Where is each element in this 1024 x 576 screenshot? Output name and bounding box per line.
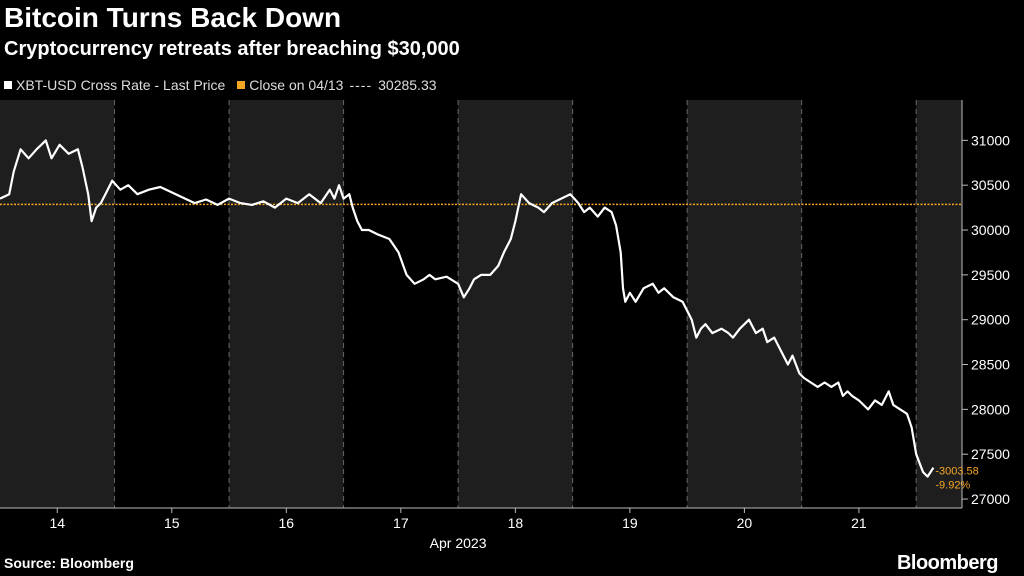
legend-reference-swatch [237, 81, 246, 89]
y-tick-label: 27000 [971, 491, 1010, 507]
x-tick-label: 17 [393, 515, 409, 531]
legend-reference-dashes: ---- [349, 77, 373, 93]
day-band-shade [458, 100, 573, 508]
legend-reference-label: Close on 04/13 [249, 77, 344, 93]
x-tick-label: 19 [622, 515, 638, 531]
chart-title: Bitcoin Turns Back Down [4, 2, 342, 33]
day-band-shade [687, 100, 802, 508]
x-tick-label: 20 [737, 515, 753, 531]
y-tick-label: 28000 [971, 401, 1010, 417]
legend-series-label: XBT-USD Cross Rate - Last Price [16, 77, 226, 93]
x-tick-label: 14 [49, 515, 65, 531]
percent-annotation: -9.92% [935, 479, 970, 491]
x-tick-label: 18 [508, 515, 524, 531]
x-axis-label: Apr 2023 [430, 535, 487, 551]
legend-item-reference: Close on 04/13 ---- 30285.33 [237, 77, 437, 93]
y-tick-label: 31000 [971, 132, 1010, 148]
legend-item-series: XBT-USD Cross Rate - Last Price [4, 77, 225, 93]
y-tick-label: 30500 [971, 177, 1010, 193]
price-series-line [0, 139, 935, 478]
brand-logo: Bloomberg [896, 552, 999, 574]
day-band-shade [229, 100, 344, 508]
y-tick-label: 29500 [971, 267, 1010, 283]
day-band-shade [0, 100, 115, 508]
chart-subtitle: Cryptocurrency retreats after breaching … [4, 38, 460, 60]
y-tick-label: 30000 [971, 222, 1010, 238]
y-tick-label: 28500 [971, 357, 1010, 373]
change-annotation: -3003.58 [935, 465, 978, 477]
x-tick-label: 15 [164, 515, 180, 531]
day-band-shade [916, 100, 962, 508]
y-tick-label: 29000 [971, 312, 1010, 328]
legend-reference-value: 30285.33 [378, 77, 437, 93]
x-tick-label: 21 [851, 515, 867, 531]
legend: XBT-USD Cross Rate - Last Price Close on… [4, 77, 449, 93]
legend-series-swatch [4, 81, 12, 89]
x-tick-label: 16 [279, 515, 295, 531]
y-tick-label: 27500 [971, 446, 1010, 462]
source-note: Source: Bloomberg [4, 555, 134, 571]
